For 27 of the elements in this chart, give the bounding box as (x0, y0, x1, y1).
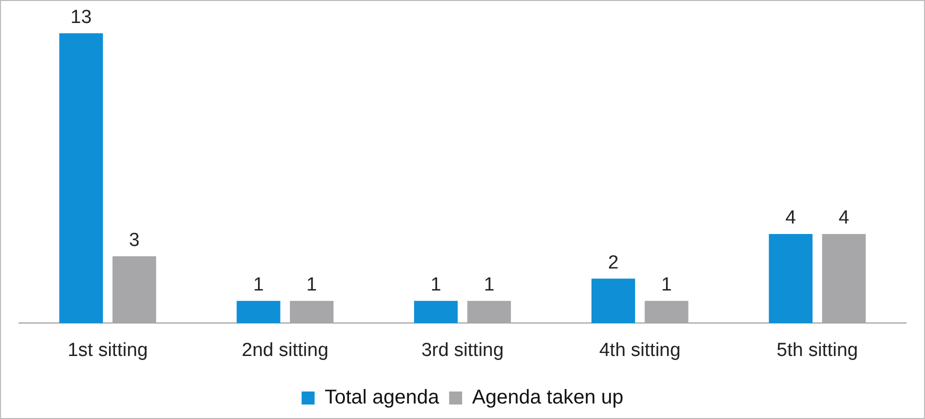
data-label: 2 (608, 252, 619, 274)
legend-label: Total agenda (324, 386, 440, 409)
bar (112, 256, 156, 324)
bar (59, 33, 103, 324)
data-label: 1 (484, 274, 494, 296)
data-label: 3 (129, 230, 140, 252)
x-tick-label: 5th sitting (776, 340, 858, 361)
bar (822, 234, 866, 324)
x-tick-label: 1st sitting (68, 340, 148, 361)
bar (467, 300, 511, 324)
x-tick-label: 3rd sitting (421, 340, 504, 361)
data-label: 1 (430, 274, 442, 296)
x-tick-label: 4th sitting (599, 340, 681, 361)
data-label: 13 (70, 7, 92, 28)
bar (414, 300, 458, 324)
bar (290, 300, 334, 324)
legend-label: Agenda taken up (472, 386, 624, 409)
data-label: 4 (838, 208, 850, 229)
x-tick-label: 2nd sitting (242, 340, 328, 361)
bar (768, 234, 813, 324)
bar (591, 278, 636, 324)
bar (644, 300, 688, 324)
data-label: 1 (253, 274, 264, 296)
data-label: 1 (661, 274, 672, 296)
data-label: 4 (785, 208, 796, 229)
data-label: 1 (306, 274, 317, 296)
bar (236, 300, 280, 324)
